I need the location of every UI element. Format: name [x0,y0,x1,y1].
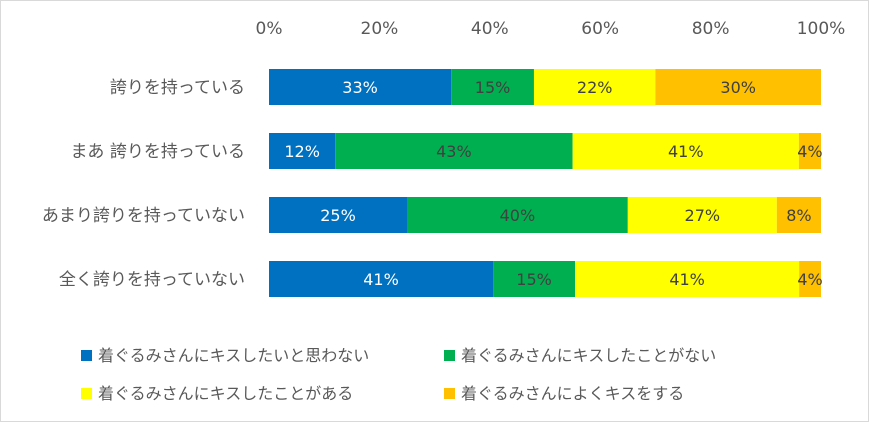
bar-value-label: 40% [500,206,536,225]
bar-segment [493,261,576,297]
x-tick-label: 40% [471,19,509,39]
bar-data-labels: 33% 15% 22% 30% 12% 43% 41% 4% 25% 40% 27% 8% 41% 15%… [284,78,822,289]
bar-segment [269,197,407,233]
legend-swatch [81,388,92,399]
legend-swatch [444,388,455,399]
category-label: 誇りを持っている [110,78,245,98]
bar-segment [269,69,452,105]
bar-value-label: 25% [320,206,356,225]
bar-value-label: 15% [516,270,552,289]
bar-value-label: 30% [720,78,756,97]
bar-segment [575,261,800,297]
x-tick-label: 100% [797,19,846,39]
bar-segment [407,197,628,233]
x-tick-label: 60% [581,19,619,39]
bar-value-label: 41% [668,142,704,161]
bar-segment [335,133,573,169]
bar-value-label: 8% [786,206,811,225]
legend-swatch [444,350,455,361]
x-axis-ticks: 0% 20% 40% 60% 80% 100% [256,19,846,39]
bar-segment [269,261,494,297]
bar-value-label: 41% [669,270,705,289]
bar-value-label: 4% [797,142,822,161]
bar-value-label: 27% [685,206,721,225]
bar-value-label: 22% [577,78,613,97]
legend-label: 着ぐるみさんによくキスをする [461,384,684,403]
bar-value-label: 33% [342,78,378,97]
bar-segment [451,69,534,105]
chart-legend: 着ぐるみさんにキスしたいと思わない 着ぐるみさんにキスしたことがない着ぐるみさんに… [81,346,716,403]
bar-segment [776,197,821,233]
legend-label: 着ぐるみさんにキスしたいと思わない [98,346,369,365]
bar-segment [655,69,821,105]
category-label: まあ 誇りを持っている [70,142,245,162]
bar-segments [269,69,821,297]
legend-swatch [81,350,92,361]
bar-segment [798,133,821,169]
x-tick-label: 0% [256,19,283,39]
legend-label: 着ぐるみさんにキスしたことがある [98,384,353,403]
bar-segment [533,69,656,105]
bar-segment [269,133,336,169]
bar-segment [572,133,799,169]
category-label: 全く誇りを持っていない [59,270,245,290]
bar-segment [799,261,821,297]
x-tick-label: 20% [361,19,399,39]
bar-segment [627,197,777,233]
category-label: あまり誇りを持っていない [42,206,245,226]
bar-value-label: 15% [475,78,511,97]
bar-value-label: 43% [436,142,472,161]
bar-value-label: 4% [797,270,822,289]
legend-label: 着ぐるみさんにキスしたことがない [461,346,716,365]
bar-value-label: 41% [363,270,399,289]
x-tick-label: 80% [692,19,730,39]
bar-value-label: 12% [284,142,320,161]
